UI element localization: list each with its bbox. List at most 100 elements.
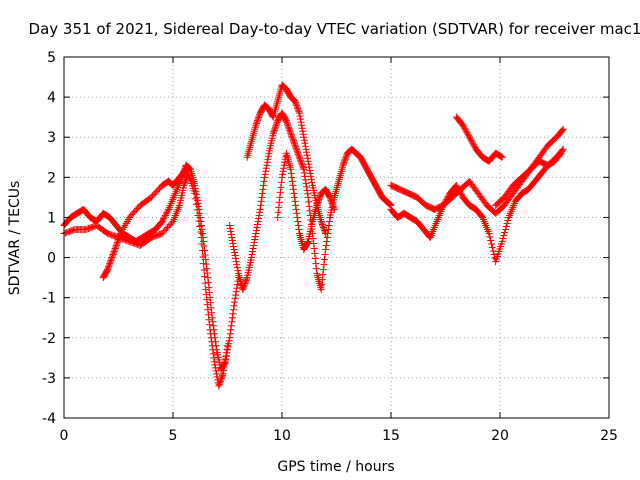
- data-point: [116, 232, 124, 240]
- data-point: [180, 180, 188, 188]
- data-point: [242, 277, 250, 285]
- data-point: [294, 221, 302, 229]
- data-point: [205, 316, 213, 324]
- data-point: [285, 125, 293, 133]
- data-point: [249, 245, 257, 253]
- data-point: [223, 345, 231, 353]
- data-point: [288, 177, 296, 185]
- data-point: [227, 322, 235, 330]
- data-point: [163, 208, 171, 216]
- data-point: [275, 198, 283, 206]
- data-point: [294, 150, 302, 158]
- data-point: [289, 135, 297, 143]
- data-point: [308, 178, 316, 186]
- data-point: [194, 211, 202, 219]
- data-point: [255, 211, 263, 219]
- data-point: [488, 244, 496, 252]
- data-point: [293, 147, 301, 155]
- data-point: [224, 342, 231, 350]
- data-point: [294, 217, 302, 225]
- data-point: [113, 239, 121, 247]
- data-point: [326, 193, 334, 201]
- data-point: [209, 322, 217, 330]
- data-point: [197, 228, 205, 236]
- data-point: [270, 126, 278, 134]
- data-point: [318, 281, 326, 289]
- data-point: [323, 238, 331, 246]
- data-point: [279, 167, 287, 175]
- data-point: [210, 354, 218, 362]
- series-trace-f: [274, 149, 338, 254]
- data-point: [199, 253, 207, 261]
- data-point: [115, 236, 122, 244]
- data-point: [221, 359, 229, 367]
- data-point: [228, 314, 236, 322]
- data-point: [292, 100, 300, 108]
- data-point: [314, 198, 322, 206]
- data-point: [209, 350, 217, 358]
- data-point: [295, 109, 303, 117]
- data-point: [227, 227, 235, 235]
- data-point: [210, 358, 218, 366]
- data-point: [500, 231, 508, 239]
- data-point: [316, 192, 324, 200]
- data-point: [325, 221, 333, 229]
- y-axis-label: SDTVAR / TECUs: [7, 181, 23, 296]
- data-point: [296, 112, 304, 120]
- data-point: [497, 153, 505, 161]
- data-point: [257, 197, 265, 205]
- data-point: [284, 122, 292, 130]
- data-point: [240, 283, 248, 291]
- data-point: [192, 200, 200, 208]
- y-tick-label: 2: [47, 170, 56, 186]
- data-point: [277, 183, 285, 191]
- data-point: [164, 207, 172, 215]
- tick-layer: 0 5 10 15 20 25 -4 -3 -2 -1 0 1 2 3 4 5: [42, 50, 618, 444]
- data-point: [196, 222, 204, 230]
- plot-frame: [63, 56, 610, 419]
- data-point: [239, 286, 247, 294]
- data-point: [327, 196, 335, 204]
- data-point: [110, 248, 118, 256]
- data-point: [297, 118, 305, 126]
- data-point: [197, 221, 205, 229]
- data-point: [504, 216, 512, 224]
- data-point: [270, 128, 278, 136]
- y-tick-label: -4: [42, 411, 56, 427]
- data-point: [307, 172, 315, 180]
- data-point: [206, 321, 214, 329]
- data-point: [469, 139, 477, 147]
- data-point: [202, 291, 210, 299]
- data-point: [248, 251, 256, 259]
- data-point: [110, 249, 118, 257]
- x-tick-label: 5: [169, 428, 178, 444]
- data-point: [232, 288, 240, 296]
- data-point: [304, 190, 312, 198]
- data-point: [310, 240, 318, 248]
- data-point: [295, 108, 303, 116]
- data-point: [225, 337, 233, 345]
- data-point: [208, 342, 216, 350]
- data-point: [162, 210, 170, 218]
- x-tick-label: 20: [491, 428, 509, 444]
- series-trace-e: [243, 81, 330, 237]
- data-point: [203, 301, 211, 309]
- data-point: [322, 229, 330, 237]
- x-tick-label: 0: [60, 428, 69, 444]
- data-point: [181, 166, 189, 174]
- data-point: [219, 370, 227, 378]
- data-point: [193, 193, 201, 201]
- data-point: [208, 338, 216, 346]
- data-point: [250, 242, 258, 250]
- data-point: [503, 219, 511, 227]
- data-point: [464, 130, 472, 138]
- data-point: [218, 374, 226, 382]
- data-point: [340, 158, 348, 166]
- data-point: [227, 230, 235, 238]
- data-point: [107, 255, 115, 263]
- data-point: [263, 161, 271, 169]
- data-point: [213, 370, 221, 378]
- data-point: [298, 124, 306, 132]
